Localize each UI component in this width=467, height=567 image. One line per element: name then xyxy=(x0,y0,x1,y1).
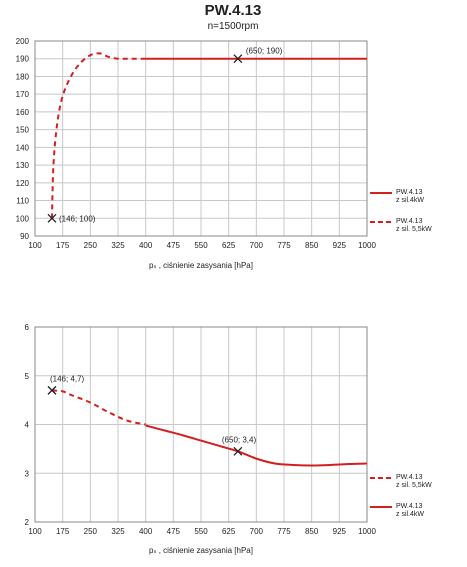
plot-area xyxy=(34,326,368,523)
y-tick-label: 170 xyxy=(16,90,30,99)
legend-label: PW.4.13 z sil.4kW xyxy=(396,503,424,518)
series-line xyxy=(50,52,146,219)
x-tick-label: 550 xyxy=(194,527,208,536)
y-tick-label: 130 xyxy=(16,161,30,170)
legend-label: PW.4.13 z sil.4kW xyxy=(396,189,424,204)
x-tick-label: 550 xyxy=(194,241,208,250)
x-tick-label: 775 xyxy=(277,241,291,250)
y-tick-label: 150 xyxy=(16,126,30,135)
data-point-marker xyxy=(233,446,243,456)
data-point-marker xyxy=(233,54,243,64)
x-axis-label: pₛ , ciśnienie zasysania [hPa] xyxy=(149,546,253,555)
x-tick-label: 775 xyxy=(277,527,291,536)
x-axis-label: pₛ , ciśnienie zasysania [hPa] xyxy=(149,261,253,270)
y-tick-label: 140 xyxy=(16,143,30,152)
y-tick-label: 100 xyxy=(16,214,30,223)
y-tick-label: 180 xyxy=(16,72,30,81)
x-tick-label: 1000 xyxy=(358,241,376,250)
y-tick-label: 200 xyxy=(16,37,30,46)
x-tick-label: 475 xyxy=(167,527,181,536)
x-tick-label: 250 xyxy=(84,527,98,536)
x-tick-label: 325 xyxy=(111,241,125,250)
y-tick-label: 90 xyxy=(20,232,29,241)
x-tick-label: 400 xyxy=(139,241,153,250)
series-line xyxy=(145,424,368,467)
x-tick-label: 1000 xyxy=(358,527,376,536)
x-tick-label: 850 xyxy=(305,241,319,250)
x-tick-label: 175 xyxy=(56,527,70,536)
y-tick-label: 3 xyxy=(25,469,30,478)
data-point-label: (146; 100) xyxy=(59,214,96,223)
data-point-label: (650; 190) xyxy=(246,47,283,56)
x-tick-label: 175 xyxy=(56,241,70,250)
x-tick-label: 625 xyxy=(222,241,236,250)
chart-title: PW.4.13 xyxy=(205,2,262,19)
x-tick-label: 100 xyxy=(28,527,42,536)
legend-label: PW.4.13 z sil. 5,5kW xyxy=(396,474,432,489)
bottom-chart: 100 175 250 325 400 475 550 625 700 775 850 925 1000… xyxy=(25,323,433,555)
plot-area xyxy=(34,40,368,237)
y-tick-label: 190 xyxy=(16,55,30,64)
data-point-marker xyxy=(47,385,57,395)
y-tick-label: 160 xyxy=(16,108,30,117)
y-tick-label: 120 xyxy=(16,179,30,188)
y-tick-label: 6 xyxy=(25,323,30,332)
x-tick-label: 250 xyxy=(84,241,98,250)
x-tick-label: 700 xyxy=(250,527,264,536)
chart-subtitle: n=1500rpm xyxy=(208,21,259,32)
y-tick-label: 5 xyxy=(25,372,30,381)
data-point-label: (146; 4,7) xyxy=(50,374,85,383)
x-tick-label: 100 xyxy=(28,241,42,250)
data-point-label: (650; 3,4) xyxy=(222,435,257,444)
y-tick-label: 2 xyxy=(25,518,30,527)
y-tick-label: 110 xyxy=(16,197,29,206)
x-tick-label: 850 xyxy=(305,527,319,536)
x-tick-label: 400 xyxy=(139,527,153,536)
x-tick-label: 925 xyxy=(333,241,347,250)
x-tick-label: 925 xyxy=(333,527,347,536)
x-tick-label: 625 xyxy=(222,527,236,536)
legend-label: PW.4.13 z sil. 5,5kW xyxy=(396,218,432,233)
series-line xyxy=(51,389,146,426)
x-tick-label: 325 xyxy=(111,527,125,536)
data-point-marker xyxy=(47,213,57,223)
x-tick-label: 700 xyxy=(250,241,264,250)
y-tick-label: 4 xyxy=(25,421,30,430)
top-chart: 100 175 250 325 400 475 550 625 700 775 850 925 1000… xyxy=(16,37,433,270)
x-tick-label: 475 xyxy=(167,241,181,250)
